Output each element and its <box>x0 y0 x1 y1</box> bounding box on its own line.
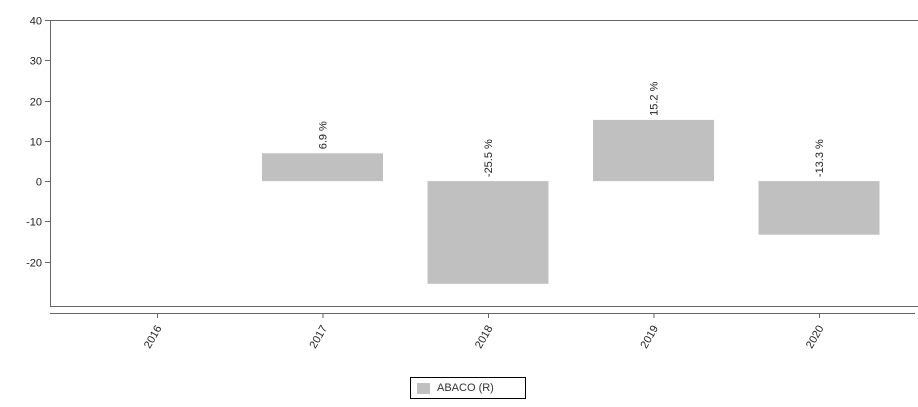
data-label-2018: -25.5 % <box>483 139 495 177</box>
y-tick-label: 30 <box>30 56 42 68</box>
bar-2019 <box>593 119 714 182</box>
data-label-2020: -13.3 % <box>814 139 826 177</box>
plot-area <box>50 20 918 307</box>
x-tick-label-2019: 2019 <box>638 324 661 351</box>
bar-2018 <box>427 181 549 284</box>
x-tick-label-2018: 2018 <box>473 324 496 351</box>
x-tick-label-2016: 2016 <box>142 324 165 351</box>
x-tick-label-2020: 2020 <box>804 324 827 351</box>
bar-2020 <box>758 181 880 235</box>
y-tick-label: 10 <box>30 137 42 149</box>
legend-swatch <box>417 382 430 394</box>
y-tick-label: 0 <box>36 177 42 189</box>
y-axis: 40 30 20 10 0 -10 -20 <box>26 16 50 270</box>
data-labels: 6.9 % -25.5 % 15.2 % -13.3 % <box>318 81 827 177</box>
legend-label: ABACO (R) <box>437 382 494 394</box>
y-tick-label: -10 <box>26 217 42 229</box>
y-tick-label: 40 <box>30 16 42 28</box>
x-axis: 2016 2017 2018 2019 2020 <box>50 313 915 351</box>
y-tick-label: 20 <box>30 97 42 109</box>
data-label-2017: 6.9 % <box>318 121 330 149</box>
x-tick-label-2017: 2017 <box>307 324 330 351</box>
bar-2017 <box>262 153 383 182</box>
legend: ABACO (R) <box>410 377 526 399</box>
data-label-2019: 15.2 % <box>649 81 661 115</box>
y-tick-label: -20 <box>26 258 42 270</box>
bar-series <box>262 119 880 284</box>
